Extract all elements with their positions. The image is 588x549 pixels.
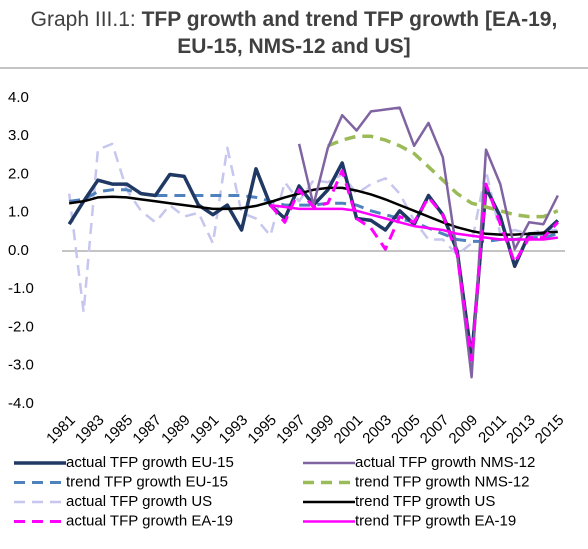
x-tick-label: 2001 xyxy=(331,412,367,448)
series-line xyxy=(327,134,559,219)
x-tick-label: 2009 xyxy=(446,412,482,448)
x-tick-label: 1993 xyxy=(216,412,252,448)
x-tick-label: 2005 xyxy=(388,412,424,448)
y-tick-label: -1.0 xyxy=(8,280,34,297)
legend-label: actual TFP growth EU-15 xyxy=(66,454,234,471)
title-text: TFP growth and trend TFP growth [EA-19, … xyxy=(141,8,558,58)
series-line xyxy=(69,186,558,236)
y-tick-label: -4.0 xyxy=(8,395,34,412)
legend-label: trend TFP growth EA-19 xyxy=(355,512,516,529)
series-line xyxy=(270,203,558,241)
y-tick-label: -3.0 xyxy=(8,357,34,374)
x-tick-label: 2015 xyxy=(532,412,568,448)
legend-label: actual TFP growth EA-19 xyxy=(66,512,233,529)
x-tick-label: 1991 xyxy=(187,412,223,448)
x-tick-label: 1997 xyxy=(273,412,309,448)
legend-label: trend TFP growth NMS-12 xyxy=(355,473,530,490)
series-line xyxy=(269,169,559,362)
y-tick-label: 0.0 xyxy=(8,242,29,259)
x-tick-label: 1999 xyxy=(302,412,338,448)
chart-title: Graph III.1: TFP growth and trend TFP gr… xyxy=(20,6,568,60)
x-tick-label: 2007 xyxy=(417,412,453,448)
y-tick-label: 1.0 xyxy=(8,204,29,221)
y-tick-label: 4.0 xyxy=(8,89,29,106)
x-tick-label: 1989 xyxy=(158,412,194,448)
x-tick-label: 1985 xyxy=(101,412,137,448)
x-tick-label: 1987 xyxy=(129,412,165,448)
series-line xyxy=(69,188,559,243)
y-tick-label: 3.0 xyxy=(8,127,29,144)
series-line xyxy=(297,106,559,379)
series-line xyxy=(67,142,558,314)
legend-label: trend TFP growth EU-15 xyxy=(66,473,228,490)
title-prefix: Graph III.1: xyxy=(30,8,136,31)
legend-label: actual TFP growth US xyxy=(66,493,212,510)
x-tick-label: 2013 xyxy=(503,412,539,448)
legend-label: actual TFP growth NMS-12 xyxy=(355,454,535,471)
y-tick-label: 2.0 xyxy=(8,165,29,182)
y-tick-label: -2.0 xyxy=(8,318,34,335)
x-tick-label: 1983 xyxy=(72,412,108,448)
x-tick-label: 1995 xyxy=(244,412,280,448)
x-tick-label: 2003 xyxy=(359,412,395,448)
x-tick-label: 2011 xyxy=(475,412,510,447)
legend-label: trend TFP growth US xyxy=(355,493,495,510)
x-tick-label: 1981 xyxy=(43,412,79,448)
